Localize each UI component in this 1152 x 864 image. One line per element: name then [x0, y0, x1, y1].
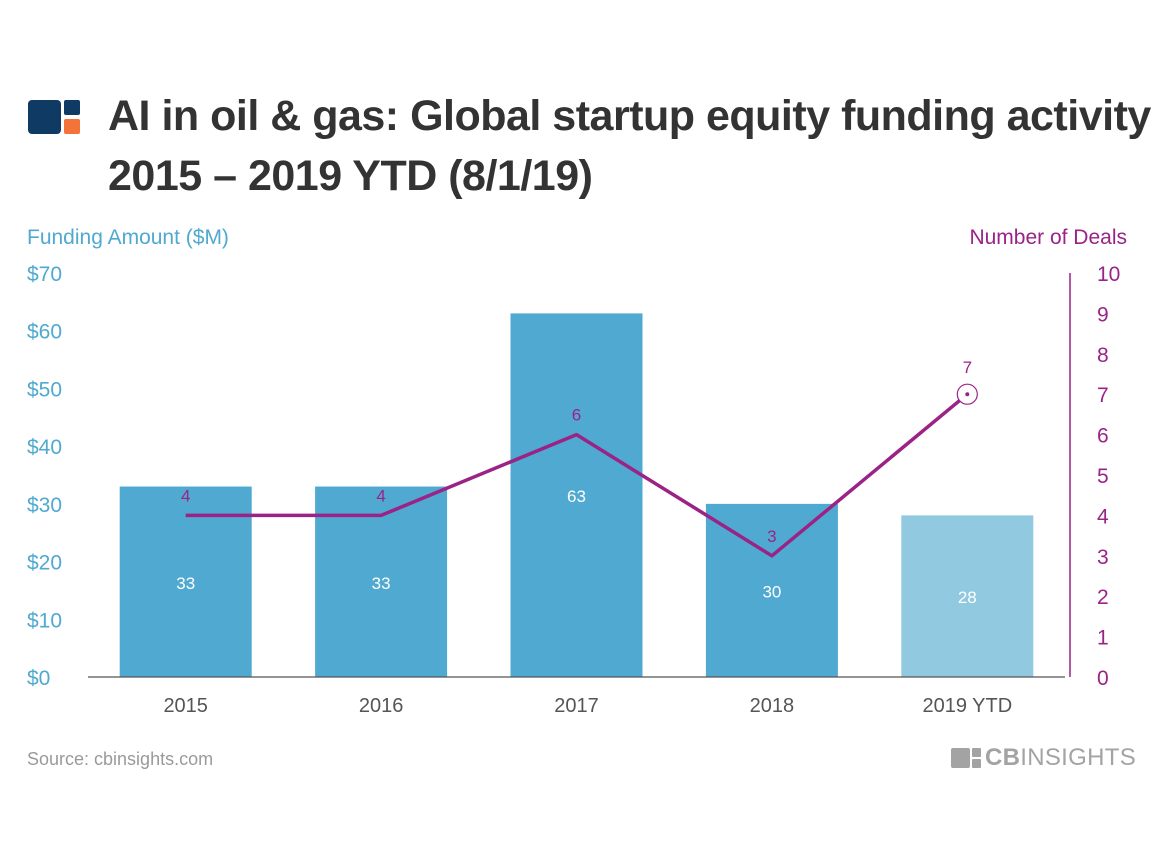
bar-value-label: 30: [762, 582, 781, 601]
right-y-tick-label: 4: [1097, 505, 1109, 528]
bar-value-label: 33: [176, 574, 195, 593]
right-y-tick-label: 7: [1097, 384, 1109, 407]
right-y-tick-label: 5: [1097, 465, 1109, 488]
right-y-tick-label: 10: [1097, 263, 1120, 286]
logo-bottom-right-block: [64, 119, 80, 134]
right-y-tick-label: 2: [1097, 586, 1109, 609]
left-y-tick-label: $70: [27, 263, 62, 286]
left-y-tick-label: $40: [27, 436, 62, 459]
right-y-tick-label: 3: [1097, 546, 1109, 569]
right-y-tick-label: 0: [1097, 667, 1109, 690]
source-note: Source: cbinsights.com: [27, 749, 214, 769]
x-axis: 2015 2016 2017 2018 2019 YTD: [88, 273, 1071, 717]
bar-value-label: 63: [567, 487, 586, 506]
chart-title: AI in oil & gas: Global startup equity f…: [108, 86, 1151, 206]
right-y-tick-label: 8: [1097, 344, 1109, 367]
bar-value-label: 33: [372, 574, 391, 593]
left-y-tick-label: $0: [27, 667, 50, 690]
left-y-tick-label: $10: [27, 609, 62, 632]
bar-2019-ytd: [901, 515, 1034, 677]
cb-logo-icon: [28, 100, 80, 134]
cb-logo-icon: [951, 748, 981, 768]
line-value-label: 4: [376, 486, 385, 505]
deals-line-point: [965, 392, 970, 397]
line-value-label: 6: [572, 406, 581, 425]
left-y-tick-label: $30: [27, 494, 62, 517]
line-value-label: 4: [181, 486, 190, 505]
left-y-tick-label: $50: [27, 378, 62, 401]
line-value-label: 7: [963, 358, 972, 377]
bar-2016: [315, 486, 448, 677]
logo-top-right-block: [64, 100, 80, 115]
x-tick-label: 2016: [359, 695, 404, 717]
axis-labels: $0 $10 $20 $30 $40 $50 $60 $70 0 1 2 3 4 5 6 7 8 9 10 Fundi…: [27, 226, 1127, 690]
x-tick-label: 2019 YTD: [922, 695, 1012, 717]
right-y-tick-label: 6: [1097, 425, 1109, 448]
bar-2015: [119, 486, 252, 677]
bar-2018: [705, 503, 838, 677]
right-y-tick-label: 1: [1097, 627, 1109, 650]
logo-left-block: [28, 100, 61, 134]
left-axis-title: Funding Amount ($M): [27, 226, 229, 249]
brand-wordmark: CBINSIGHTS: [985, 744, 1136, 772]
x-tick-label: 2017: [554, 695, 599, 717]
x-tick-label: 2018: [750, 695, 795, 717]
deals-line: [185, 392, 969, 558]
left-y-tick-label: $60: [27, 321, 62, 344]
brand-wordmark-rest: INSIGHTS: [1020, 744, 1137, 771]
chart-title-line-1: AI in oil & gas: Global startup equity f…: [108, 92, 1151, 140]
bar-2017: [510, 313, 643, 677]
right-y-tick-label: 9: [1097, 303, 1109, 326]
right-axis-title: Number of Deals: [969, 226, 1127, 249]
x-tick-label: 2015: [163, 695, 208, 717]
brand-wordmark-bold: CB: [985, 744, 1021, 771]
bar-value-label: 28: [958, 588, 977, 607]
chart-title-line-2: 2015 – 2019 YTD (8/1/19): [108, 152, 593, 200]
left-y-tick-label: $20: [27, 552, 62, 575]
brand-logo: CBINSIGHTS: [951, 744, 1136, 772]
line-value-label: 3: [767, 527, 776, 546]
